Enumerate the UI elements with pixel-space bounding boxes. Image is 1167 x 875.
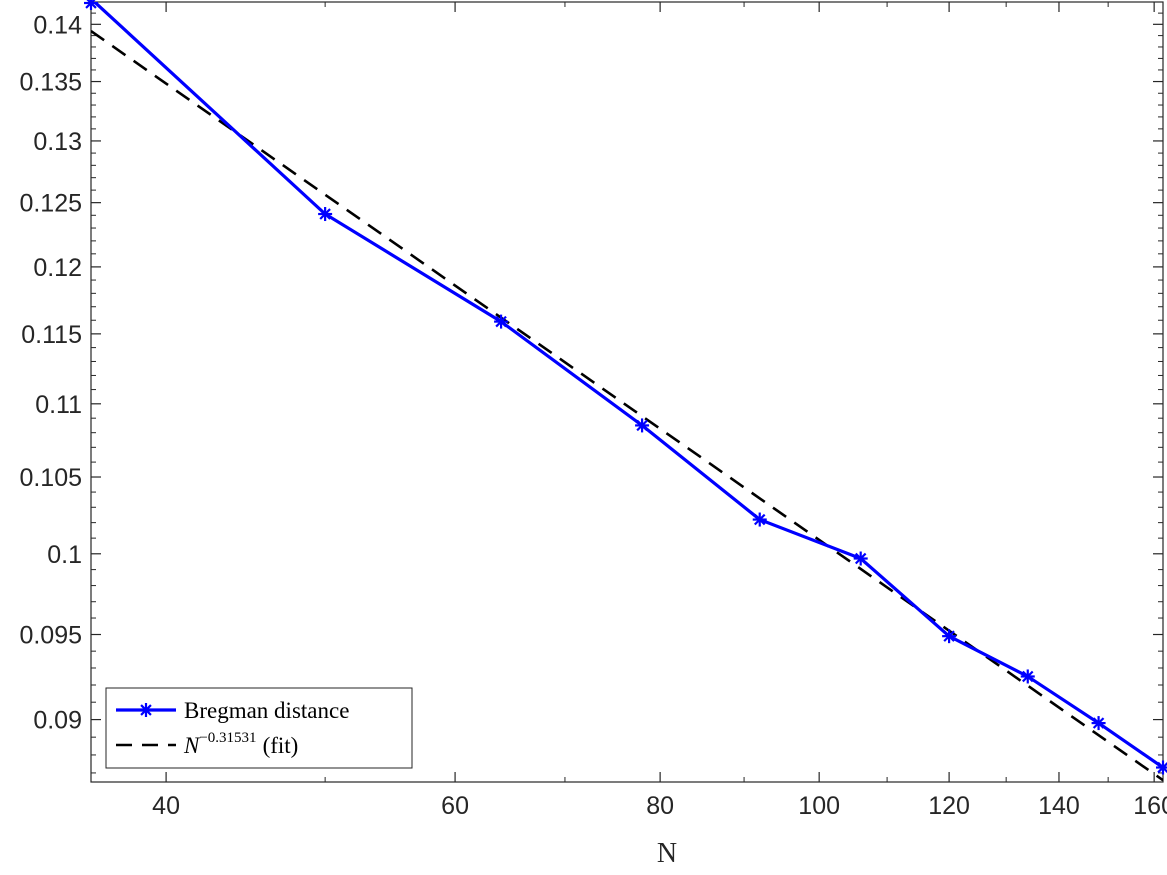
- legend-fit-base: N: [183, 733, 201, 758]
- x-tick-label: 40: [152, 792, 180, 820]
- bregman-point: [1156, 760, 1167, 775]
- marker-stroke: [319, 208, 331, 220]
- marker-stroke: [754, 513, 766, 526]
- bregman-point: [1020, 669, 1035, 684]
- x-tick-label: 120: [928, 792, 970, 820]
- y-tick-label: 0.115: [21, 321, 82, 349]
- x-tick-label: 60: [441, 792, 469, 820]
- bregman-point: [1091, 716, 1106, 731]
- legend-fit-exponent: −0.31531: [199, 730, 256, 746]
- marker-stroke: [85, 0, 96, 9]
- bregman-line: [92, 2, 1163, 769]
- legend: Bregman distance N−0.31531 (fit): [105, 687, 413, 769]
- series-layer: [84, 0, 1167, 782]
- y-tick-label: 0.135: [19, 69, 82, 97]
- x-ticks: 40 60 80 100 120 140 160: [152, 2, 1167, 820]
- y-tick-label: 0.11: [35, 391, 82, 419]
- legend-entry-bregman: Bregman distance: [116, 698, 349, 723]
- legend-entry-fit: N−0.31531 (fit): [116, 730, 298, 758]
- marker-stroke: [1092, 717, 1105, 729]
- legend-label-fit: N−0.31531 (fit): [183, 730, 298, 758]
- legend-marker-bregman: [139, 703, 153, 717]
- bregman-point: [853, 551, 868, 566]
- bregman-point: [84, 0, 98, 10]
- x-tick-label: 160: [1133, 792, 1167, 820]
- marker-stroke: [140, 704, 152, 716]
- legend-fit-suffix: (fit): [263, 733, 299, 758]
- marker-stroke: [1022, 670, 1034, 683]
- marker-stroke: [943, 630, 955, 642]
- x-axis-title: N: [657, 838, 677, 869]
- legend-label-bregman: Bregman distance: [184, 698, 349, 723]
- marker-stroke: [1157, 761, 1167, 774]
- marker-stroke: [854, 552, 867, 565]
- bregman-point: [942, 629, 957, 644]
- y-tick-label: 0.125: [19, 190, 82, 218]
- y-tick-label: 0.105: [19, 464, 82, 492]
- bregman-point: [635, 418, 650, 433]
- y-tick-label: 0.1: [47, 541, 82, 569]
- x-tick-label: 140: [1038, 792, 1080, 820]
- y-tick-label: 0.13: [33, 128, 82, 156]
- legend-asterisk: [139, 703, 153, 717]
- y-tick-label: 0.09: [33, 707, 82, 735]
- x-tick-label: 100: [798, 792, 840, 820]
- bregman-point: [318, 207, 333, 222]
- fit-line: [91, 30, 1163, 782]
- bregman-point: [752, 512, 767, 527]
- marker-stroke: [495, 315, 507, 328]
- y-tick-label: 0.12: [33, 254, 82, 282]
- y-tick-label: 0.14: [33, 11, 82, 39]
- plot-frame: [90, 1, 1164, 783]
- x-tick-label: 80: [646, 792, 674, 820]
- legend-box: [105, 687, 413, 769]
- y-ticks: 0.09 0.095 0.1 0.105 0.11 0.115 0.12 0.125 0.13 0…: [19, 11, 1163, 774]
- bregman-point: [494, 314, 509, 329]
- axes-box: [90, 1, 1164, 783]
- y-tick-label: 0.095: [19, 622, 82, 650]
- marker-stroke: [636, 419, 648, 432]
